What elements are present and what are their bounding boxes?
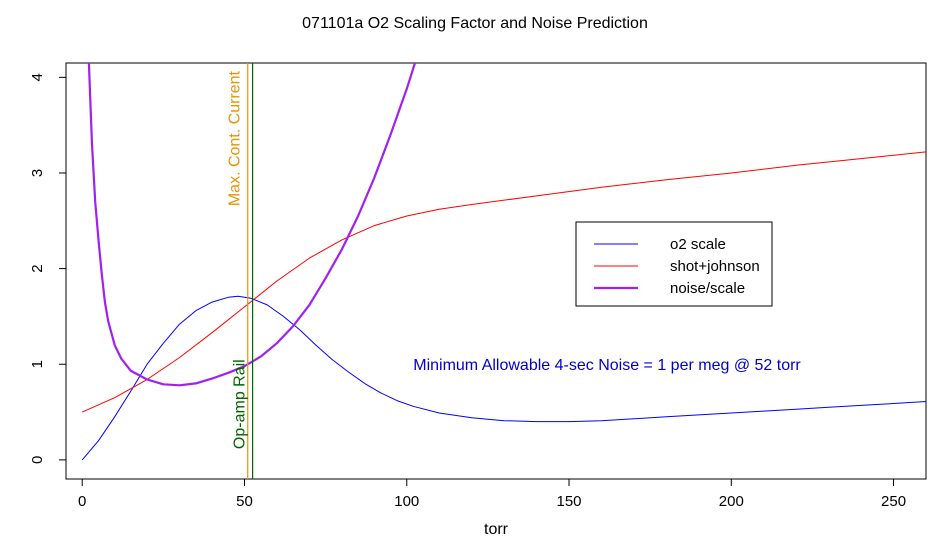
series-line-noise-scale: [87, 63, 417, 387]
plot-frame: [65, 62, 927, 480]
y-tick-label: 2: [29, 264, 46, 272]
legend: o2 scale shot+johnson noise/scale: [575, 221, 773, 307]
chart-title: 071101a O2 Scaling Factor and Noise Pred…: [302, 15, 648, 32]
x-axis: 0 50 100 150 200 250: [78, 478, 906, 510]
series-line-o2-scale: [81, 295, 926, 461]
y-axis: 0 1 2 3 4: [29, 73, 67, 464]
series-line-shot-johnson: [81, 151, 926, 413]
y-tick-label: 1: [29, 360, 46, 368]
legend-entry: noise/scale: [670, 280, 745, 297]
x-tick-label: 50: [236, 493, 253, 510]
y-tick-label: 4: [29, 73, 46, 81]
series-layer: [81, 63, 926, 461]
x-tick-label: 200: [719, 493, 744, 510]
x-tick-label: 250: [881, 493, 906, 510]
x-tick-label: 150: [557, 493, 582, 510]
legend-entry: o2 scale: [670, 236, 726, 253]
x-axis-label: torr: [484, 521, 509, 538]
vline-layer: Max. Cont. Current Op-amp Rail: [227, 63, 254, 479]
vline-label-0: Max. Cont. Current: [227, 70, 244, 206]
vline-label-1: Op-amp Rail: [232, 359, 249, 449]
legend-entry: shot+johnson: [670, 258, 760, 275]
y-tick-label: 3: [29, 169, 46, 177]
x-tick-label: 0: [78, 493, 86, 510]
legend-box: [575, 221, 773, 307]
x-tick-label: 100: [394, 493, 419, 510]
y-tick-label: 0: [29, 456, 46, 464]
noise-annotation: Minimum Allowable 4-sec Noise = 1 per me…: [413, 357, 801, 374]
